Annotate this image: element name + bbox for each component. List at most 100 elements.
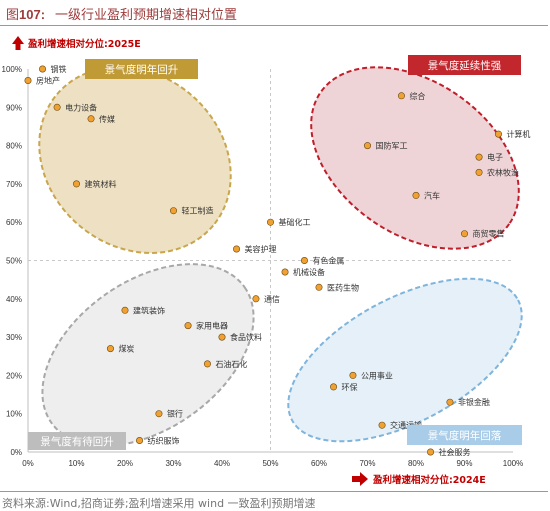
chart-axes: 0% 10% 20% 30% 40% 50% 60% 70% 80% 90% 100% 0% 10% 20… [2,65,524,468]
data-point-marker [266,218,274,226]
data-point-marker [427,448,435,456]
x-tick-label: 50% [262,459,278,468]
data-point-marker [378,421,386,429]
y-tick-label: 30% [6,333,22,342]
x-tick-label: 0% [22,459,34,468]
y-tick-label: 90% [6,103,22,112]
y-tick-label: 70% [6,180,22,189]
data-point-label: 公用事业 [361,370,393,380]
y-axis-title: 盈利增速相对分位:2025E [27,38,141,50]
x-axis-title: 盈利增速相对分位:2024E [372,474,486,486]
data-point-label: 银行 [167,409,183,419]
source-note: 资料来源:Wind,招商证券;盈利增速采用 wind 一致盈利预期增速 [2,497,316,510]
up-arrow-icon [12,36,24,50]
quadrant-label: 景气度明年回落 [428,429,502,442]
data-point-marker [475,153,483,161]
quadrant-label-box [408,55,521,75]
y-tick-label: 10% [6,410,22,419]
data-point-label: 计算机 [506,129,530,139]
x-tick-label: 10% [68,459,84,468]
data-point-label: 轻工制造 [182,206,214,216]
data-point-label: 商贸零售 [473,229,505,239]
data-point-label: 非银金融 [458,397,490,407]
data-point-label: 国防军工 [376,141,408,151]
y-tick-label: 80% [6,142,22,151]
scatter-chart: 0% 10% 20% 30% 40% 50% 60% 70% 80% 90% 100% 0% 10% 20… [2,36,530,486]
data-point-marker [87,115,95,123]
x-tick-label: 100% [503,459,523,468]
data-point-label: 交通运输 [390,420,422,430]
quadrant-label: 景气度有待回升 [40,435,114,448]
data-point-label: 传媒 [99,114,115,124]
data-point-label: 建筑材料 [85,179,117,189]
data-point-label: 通信 [264,294,280,304]
data-point-label: 综合 [409,91,425,101]
data-point-marker [121,306,129,314]
data-point-marker [494,130,502,138]
y-tick-label: 100% [2,65,22,74]
data-point-label: 医药生物 [327,282,359,292]
quadrant-label-box [28,432,126,450]
data-point-marker [170,207,178,215]
data-point-label: 电力设备 [65,102,97,112]
x-tick-label: 30% [165,459,181,468]
x-tick-label: 60% [311,459,327,468]
quadrant-ellipse [38,66,232,254]
data-point-marker [136,437,144,445]
data-point-marker [39,65,47,73]
quadrant-label: 景气度延续性强 [428,59,502,72]
quadrant-ellipse [310,66,520,250]
data-point-marker [233,245,241,253]
axis-titles: 盈利增速相对分位:2025E 盈利增速相对分位:2024E [12,36,486,486]
quadrant-ellipse [41,263,255,447]
figure-title-text: 一级行业盈利预期增速相对位置 [55,8,238,23]
title-divider [0,25,548,26]
data-point-marker [475,168,483,176]
data-point-marker [73,180,81,188]
data-point-label: 电子 [487,152,503,162]
quadrant-label-box [85,59,198,79]
source-divider [0,491,548,492]
data-point-marker [412,191,420,199]
data-point-marker [281,268,289,276]
data-point-marker [349,371,357,379]
data-point-marker [252,295,260,303]
data-point-label: 煤炭 [118,344,134,354]
figure-title: 图107: 一级行业盈利预期增速相对位置 [6,4,237,23]
y-tick-label: 50% [6,257,22,266]
x-tick-label: 70% [359,459,375,468]
quadrant-label: 景气度明年回升 [105,63,179,76]
right-arrow-icon [352,472,368,486]
figure-number: 107: [19,7,46,22]
data-point-label: 基础化工 [279,217,311,227]
data-point-label: 建筑装饰 [133,305,165,315]
y-tick-label: 60% [6,218,22,227]
data-point-label: 钢铁 [51,64,67,74]
x-tick-label: 20% [117,459,133,468]
quadrant-label-box [407,425,522,445]
y-tick-label: 40% [6,295,22,304]
x-tick-label: 90% [456,459,472,468]
data-point-marker [218,333,226,341]
data-point-label: 纺织服饰 [148,436,180,446]
data-point-marker [315,283,323,291]
data-point-marker [203,360,211,368]
data-point-label: 汽车 [424,190,440,200]
data-point-label: 机械设备 [293,267,325,277]
data-point-marker [106,345,114,353]
figure-title-prefix: 图 [6,8,20,23]
data-point-marker [446,398,454,406]
data-point-marker [53,103,61,111]
quadrant-ellipse [287,277,523,443]
data-point-label: 农林牧渔 [487,167,519,177]
data-point-marker [363,142,371,150]
data-points: 钢铁房地产电力设备传媒建筑材料轻工制造基础化工美容护理有色金属机械设备医药生物通… [24,64,530,457]
data-point-label: 房地产 [36,75,60,85]
data-point-marker [155,410,163,418]
data-point-label: 有色金属 [312,256,344,266]
y-tick-label: 20% [6,371,22,380]
data-point-marker [300,256,308,264]
data-point-label: 社会服务 [439,447,471,457]
data-point-marker [330,383,338,391]
